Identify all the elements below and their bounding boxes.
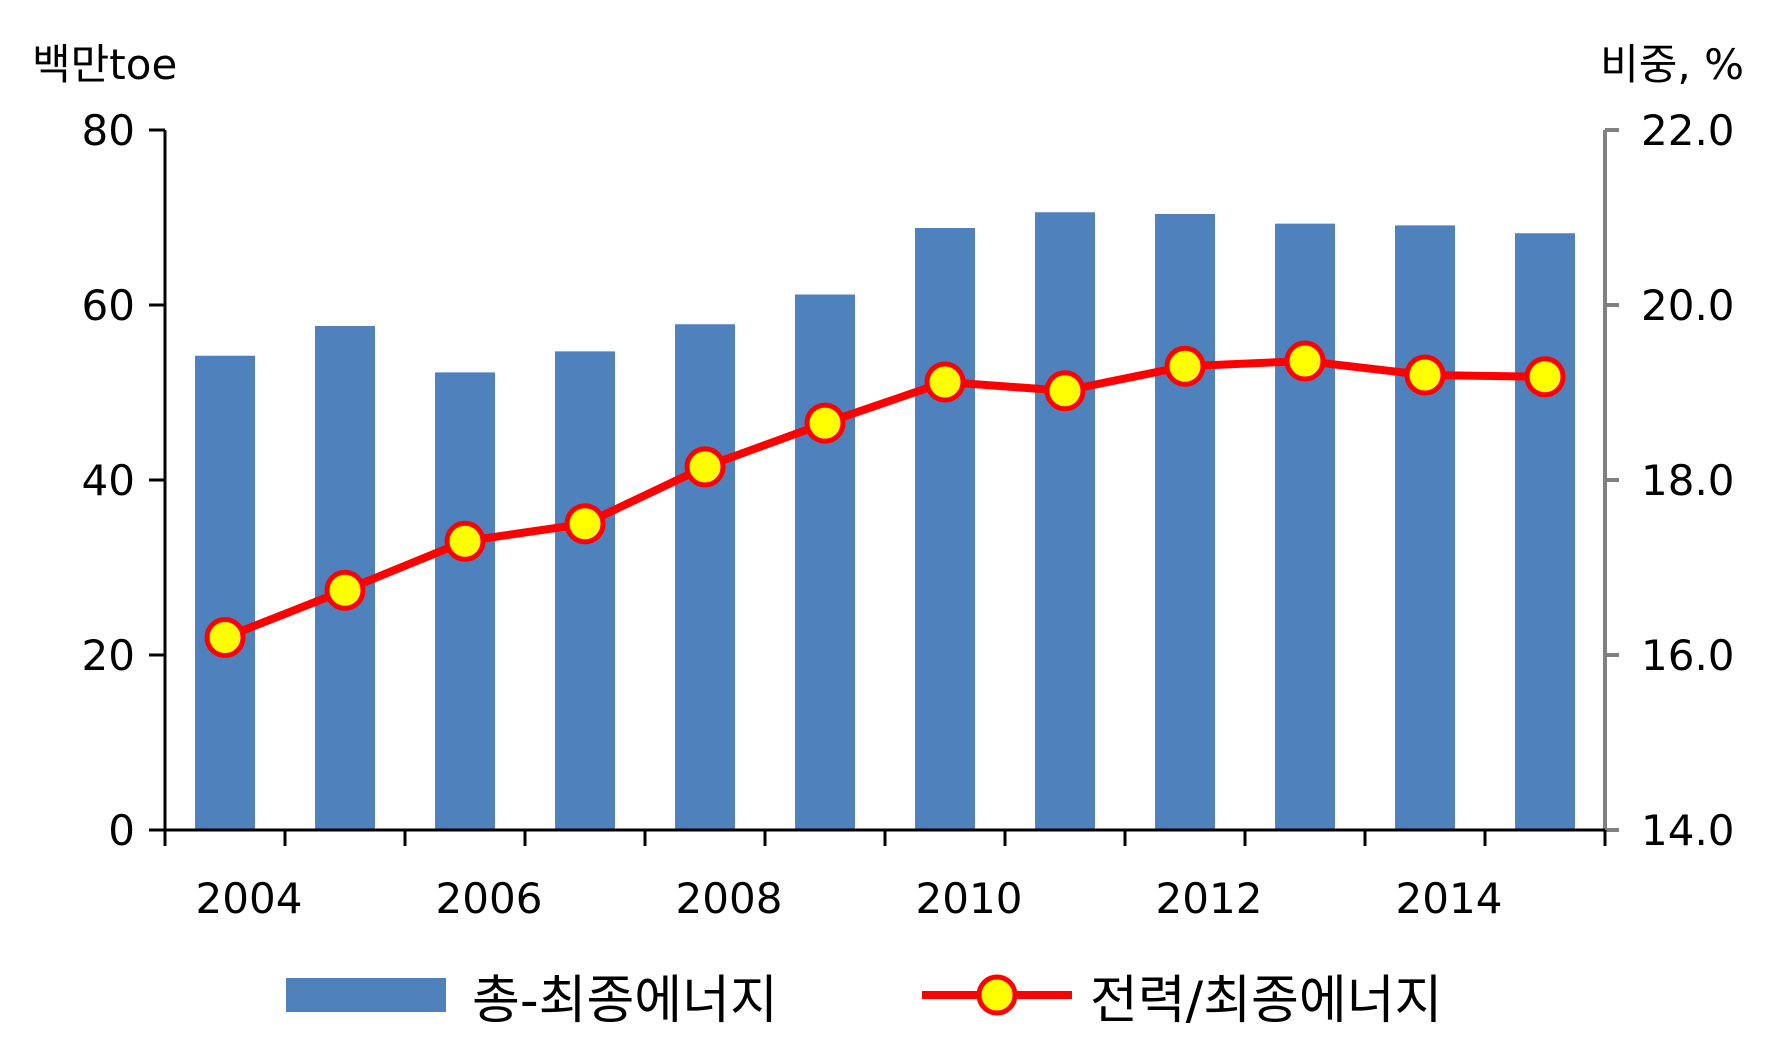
- share-point-2010: [924, 361, 966, 403]
- bar-2015: [1515, 233, 1575, 830]
- x-tick-label-2008: 2008: [676, 874, 783, 923]
- share-point-2004: [204, 617, 246, 658]
- tick-labels: 0 20 40 60 80 14.0 16.0 18.0 20.0 22.0 2004 2006 200…: [82, 106, 1735, 923]
- bar-2013: [1275, 223, 1335, 830]
- legend-line-swatch: [922, 974, 1072, 1016]
- right-tick-label: 16.0: [1641, 631, 1735, 680]
- bar-2004: [195, 355, 255, 830]
- share-point-2007: [564, 503, 606, 545]
- x-tick-label-2014: 2014: [1396, 874, 1503, 923]
- legend-line-marker: [976, 974, 1018, 1016]
- right-tick-label: 22.0: [1641, 106, 1735, 155]
- bar-2006: [435, 372, 495, 830]
- bar-2012: [1155, 214, 1215, 830]
- legend-item-bar: 총-최종에너지: [286, 960, 778, 1031]
- share-point-2015: [1524, 356, 1566, 398]
- left-tick-label: 80: [82, 106, 135, 155]
- left-tick-label: 40: [82, 456, 135, 505]
- x-tick-label-2004: 2004: [196, 874, 303, 923]
- share-point-2008: [684, 446, 726, 488]
- legend-item-line: 전력/최종에너지: [922, 960, 1443, 1031]
- share-point-2014: [1404, 354, 1446, 396]
- right-tick-label: 14.0: [1641, 806, 1735, 855]
- x-tick-label-2010: 2010: [916, 874, 1023, 923]
- bar-2011: [1035, 212, 1095, 830]
- left-axis-unit-label: 백만toe: [32, 40, 178, 89]
- left-tick-label: 20: [82, 631, 135, 680]
- bar-series-total-final-energy: [195, 212, 1575, 830]
- legend-bar-swatch: [286, 978, 446, 1012]
- bar-2010: [915, 228, 975, 830]
- right-axis-unit-label: 비중, %: [1600, 40, 1744, 89]
- line-series-electricity-share: [204, 340, 1566, 658]
- x-tick-label-2012: 2012: [1156, 874, 1263, 923]
- axes: [149, 128, 1619, 846]
- bar-2007: [555, 351, 615, 830]
- share-point-2013: [1284, 340, 1326, 382]
- left-tick-label: 60: [82, 281, 135, 330]
- bar-2009: [795, 294, 855, 830]
- share-point-2009: [804, 402, 846, 444]
- bar-2008: [675, 324, 735, 830]
- share-point-2006: [444, 520, 486, 562]
- bar-2014: [1395, 225, 1455, 830]
- x-tick-label-2006: 2006: [436, 874, 543, 923]
- share-point-2011: [1044, 370, 1086, 412]
- share-point-2005: [324, 569, 366, 611]
- left-tick-label: 0: [108, 806, 135, 855]
- right-tick-label: 18.0: [1641, 456, 1735, 505]
- right-tick-label: 20.0: [1641, 281, 1735, 330]
- share-point-2012: [1164, 345, 1206, 387]
- share-line: [223, 357, 1546, 642]
- legend-bar-label: 총-최종에너지: [472, 970, 778, 1031]
- legend-line-label: 전력/최종에너지: [1090, 970, 1443, 1031]
